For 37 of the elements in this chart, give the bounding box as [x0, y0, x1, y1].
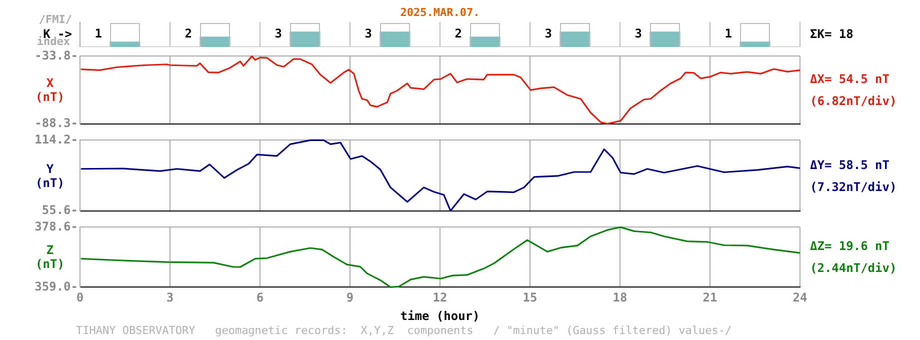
x-tick-label: 24: [792, 290, 808, 305]
text: ΔX= 54.5 nT: [810, 72, 890, 86]
data-label: 2: [184, 26, 192, 41]
text: ΔZ= 19.6 nT: [810, 239, 890, 254]
chart-title: 2025.MAR.07.: [400, 6, 480, 19]
text: ΔY= 58.5 nT: [810, 158, 890, 172]
data-label: 1: [94, 26, 102, 41]
y-tick-label: -88.3-: [34, 116, 78, 130]
y-tick-label: 55.6-: [42, 202, 78, 217]
text: ΣK= 18: [810, 26, 854, 40]
data-label: 3: [364, 26, 372, 41]
text: (7.32nT/div): [810, 180, 897, 194]
x-tick-label: 15: [522, 290, 538, 305]
y-axis-title: Z (nT): [34, 243, 66, 272]
x-tick-label: 6: [256, 290, 264, 305]
text: /FMI/: [38, 12, 72, 26]
x-tick-label: 18: [612, 290, 628, 305]
y-tick-label: 359.0-: [34, 279, 78, 294]
data-label: 3: [634, 26, 642, 41]
y-tick-label: 114.2-: [34, 132, 78, 146]
text: TIHANY OBSERVATORY geomagnetic records: X,Y,Z components / "minute" (Gauss filtered) values-/: [76, 324, 732, 337]
data-label: 3: [274, 26, 282, 41]
x-tick-label: 21: [702, 290, 718, 305]
y-axis-title: X (nT): [34, 76, 66, 104]
text: (6.82nT/div): [810, 94, 897, 108]
y-tick-label: 378.6-: [34, 219, 78, 234]
y-axis-title: Y (nT): [34, 162, 66, 190]
data-label: 1: [724, 26, 732, 41]
x-tick-label: 12: [432, 290, 448, 305]
text: (2.44nT/div): [810, 261, 897, 276]
x-tick-label: 0: [76, 290, 84, 305]
x-axis-title: time (hour): [400, 308, 480, 323]
x-tick-label: 9: [346, 290, 354, 305]
data-label: 3: [544, 26, 552, 41]
data-label: 2: [454, 26, 462, 41]
x-tick-label: 3: [166, 290, 174, 305]
y-tick-label: -33.8-: [34, 48, 78, 62]
